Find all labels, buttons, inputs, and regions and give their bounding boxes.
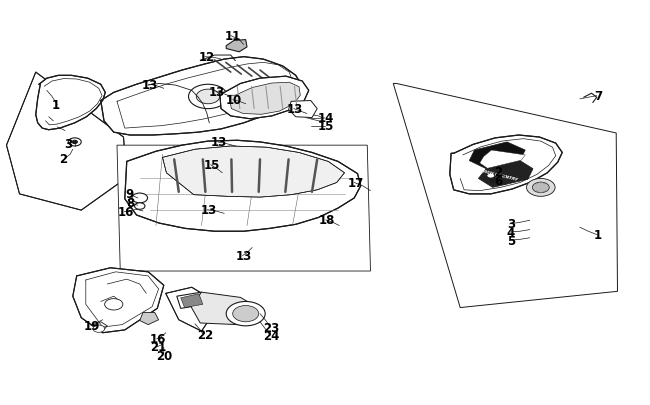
Polygon shape (229, 83, 300, 115)
Text: 13: 13 (200, 204, 217, 217)
Circle shape (233, 306, 259, 322)
Text: 6: 6 (494, 175, 502, 188)
Text: HIGH COUNTRY: HIGH COUNTRY (480, 168, 518, 181)
Polygon shape (226, 40, 247, 53)
Text: 13: 13 (142, 79, 157, 92)
Text: 10: 10 (226, 94, 242, 107)
Text: 2: 2 (59, 153, 67, 166)
Circle shape (196, 90, 220, 104)
Text: 19: 19 (84, 319, 101, 332)
Text: 9: 9 (126, 188, 134, 201)
Text: 7: 7 (594, 90, 602, 103)
Text: 15: 15 (203, 159, 220, 172)
Polygon shape (73, 268, 164, 333)
Text: 8: 8 (126, 197, 134, 210)
Polygon shape (191, 292, 252, 325)
Text: 4: 4 (507, 226, 515, 239)
Polygon shape (177, 292, 205, 309)
Text: 3: 3 (507, 218, 515, 231)
Text: 24: 24 (263, 329, 280, 342)
Polygon shape (181, 294, 203, 308)
Text: 23: 23 (264, 321, 280, 334)
Circle shape (72, 141, 77, 144)
Circle shape (487, 174, 495, 179)
Polygon shape (478, 161, 533, 188)
Polygon shape (117, 146, 370, 271)
Text: 1: 1 (51, 99, 59, 112)
Text: 5: 5 (507, 234, 515, 247)
Circle shape (490, 180, 495, 183)
Text: 18: 18 (318, 214, 335, 227)
Text: 13: 13 (287, 103, 303, 116)
Text: 14: 14 (318, 112, 335, 125)
Polygon shape (162, 147, 344, 198)
Circle shape (93, 325, 105, 333)
Text: 15: 15 (318, 120, 335, 133)
Text: 21: 21 (150, 341, 166, 354)
Text: 16: 16 (117, 206, 134, 219)
Polygon shape (289, 101, 317, 118)
Polygon shape (101, 58, 302, 136)
Text: 1: 1 (594, 228, 602, 241)
Circle shape (132, 194, 148, 203)
Text: 13: 13 (209, 86, 226, 99)
Polygon shape (393, 84, 618, 308)
Text: 13: 13 (211, 136, 227, 149)
Circle shape (188, 85, 228, 109)
Polygon shape (125, 141, 361, 232)
Circle shape (526, 179, 555, 197)
Polygon shape (166, 288, 220, 331)
Polygon shape (36, 76, 105, 130)
Circle shape (105, 299, 123, 310)
Polygon shape (480, 151, 525, 169)
Circle shape (226, 302, 265, 326)
Circle shape (68, 139, 81, 147)
Circle shape (135, 203, 145, 210)
Circle shape (532, 183, 549, 193)
Text: 12: 12 (199, 51, 215, 64)
Polygon shape (220, 77, 309, 119)
Polygon shape (450, 136, 562, 194)
Text: 13: 13 (235, 249, 252, 262)
Polygon shape (6, 73, 127, 211)
Polygon shape (140, 313, 159, 325)
Text: 16: 16 (150, 333, 166, 345)
Text: 3: 3 (64, 137, 72, 150)
Text: 20: 20 (156, 349, 172, 362)
Text: 11: 11 (225, 30, 240, 43)
Text: 22: 22 (196, 328, 213, 341)
Text: 17: 17 (348, 177, 365, 190)
Text: 2: 2 (494, 166, 502, 179)
Polygon shape (469, 143, 525, 169)
